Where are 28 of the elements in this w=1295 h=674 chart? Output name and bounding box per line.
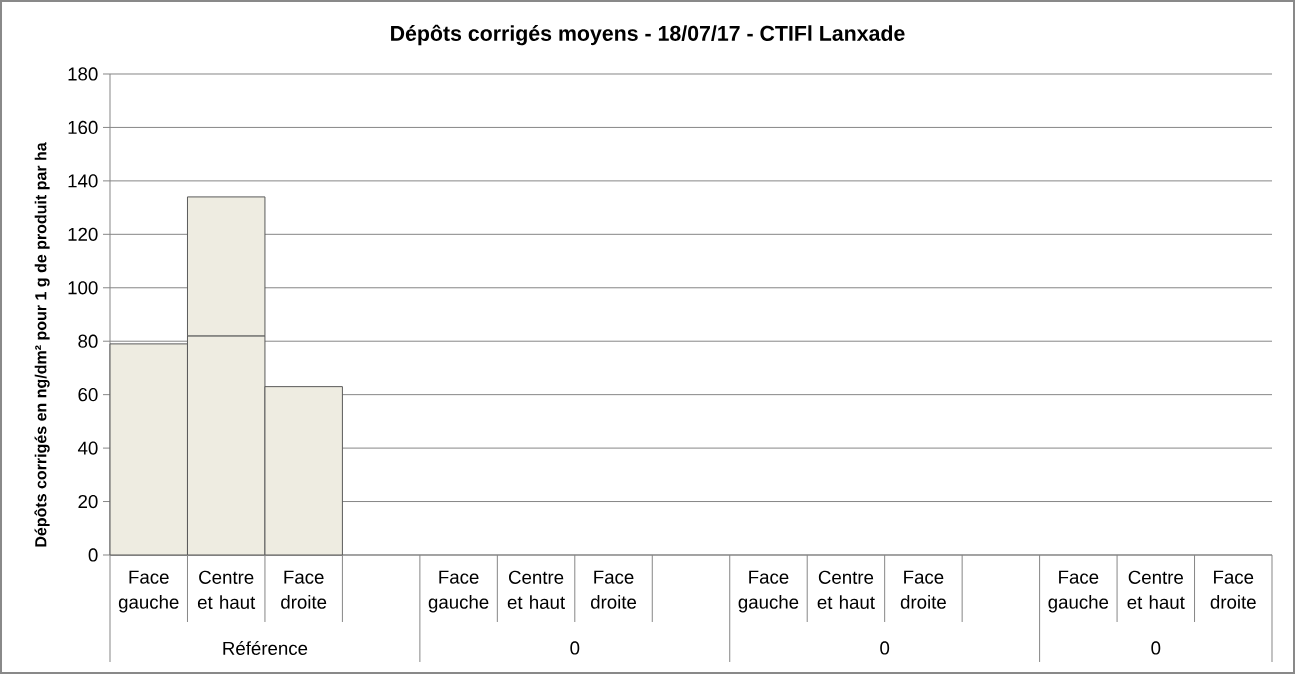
y-tick-label: 160 xyxy=(68,120,98,135)
y-tick-label: 0 xyxy=(88,548,98,562)
text: 0 xyxy=(570,641,580,655)
y-tick-label: 140 xyxy=(68,174,98,188)
y-tick-label: 40 xyxy=(77,441,98,455)
x-tick-label: Face droite xyxy=(281,570,327,609)
x-tick-label: Face droite xyxy=(900,570,946,609)
x-tick-label: Face gauche xyxy=(1048,570,1109,613)
x-tick-label: Face droite xyxy=(590,570,637,609)
x-tick-label: Face gauche xyxy=(428,570,489,613)
y-tick-label: 80 xyxy=(78,334,98,348)
text: 0 xyxy=(880,641,890,655)
chart-title: Dépôts corrigés moyens - 18/07/17 - CTIFl Lanxade xyxy=(391,24,905,46)
x-tick-label: Centre et haut xyxy=(1127,570,1185,609)
x-tick-label: Face droite xyxy=(1210,570,1256,609)
y-tick-label: 20 xyxy=(78,494,98,509)
text: 0 xyxy=(1151,641,1161,655)
y-tick-label: 180 xyxy=(68,67,98,81)
x-tick-label: Face gauche xyxy=(738,570,799,613)
text: Référence xyxy=(223,641,308,655)
y-tick-label: 100 xyxy=(68,281,98,295)
x-tick-label: Centre et haut xyxy=(507,570,565,609)
y-tick-label: 120 xyxy=(68,227,98,241)
y-axis-title: Dépôts corrigés en ng/dm² pour 1 g de produit par ha xyxy=(34,142,50,547)
x-tick-label: Centre et haut xyxy=(197,570,256,609)
x-tick-label: Centre et haut xyxy=(817,570,875,609)
x-tick-label: Face gauche xyxy=(118,570,179,613)
y-tick-label: 60 xyxy=(78,388,98,402)
